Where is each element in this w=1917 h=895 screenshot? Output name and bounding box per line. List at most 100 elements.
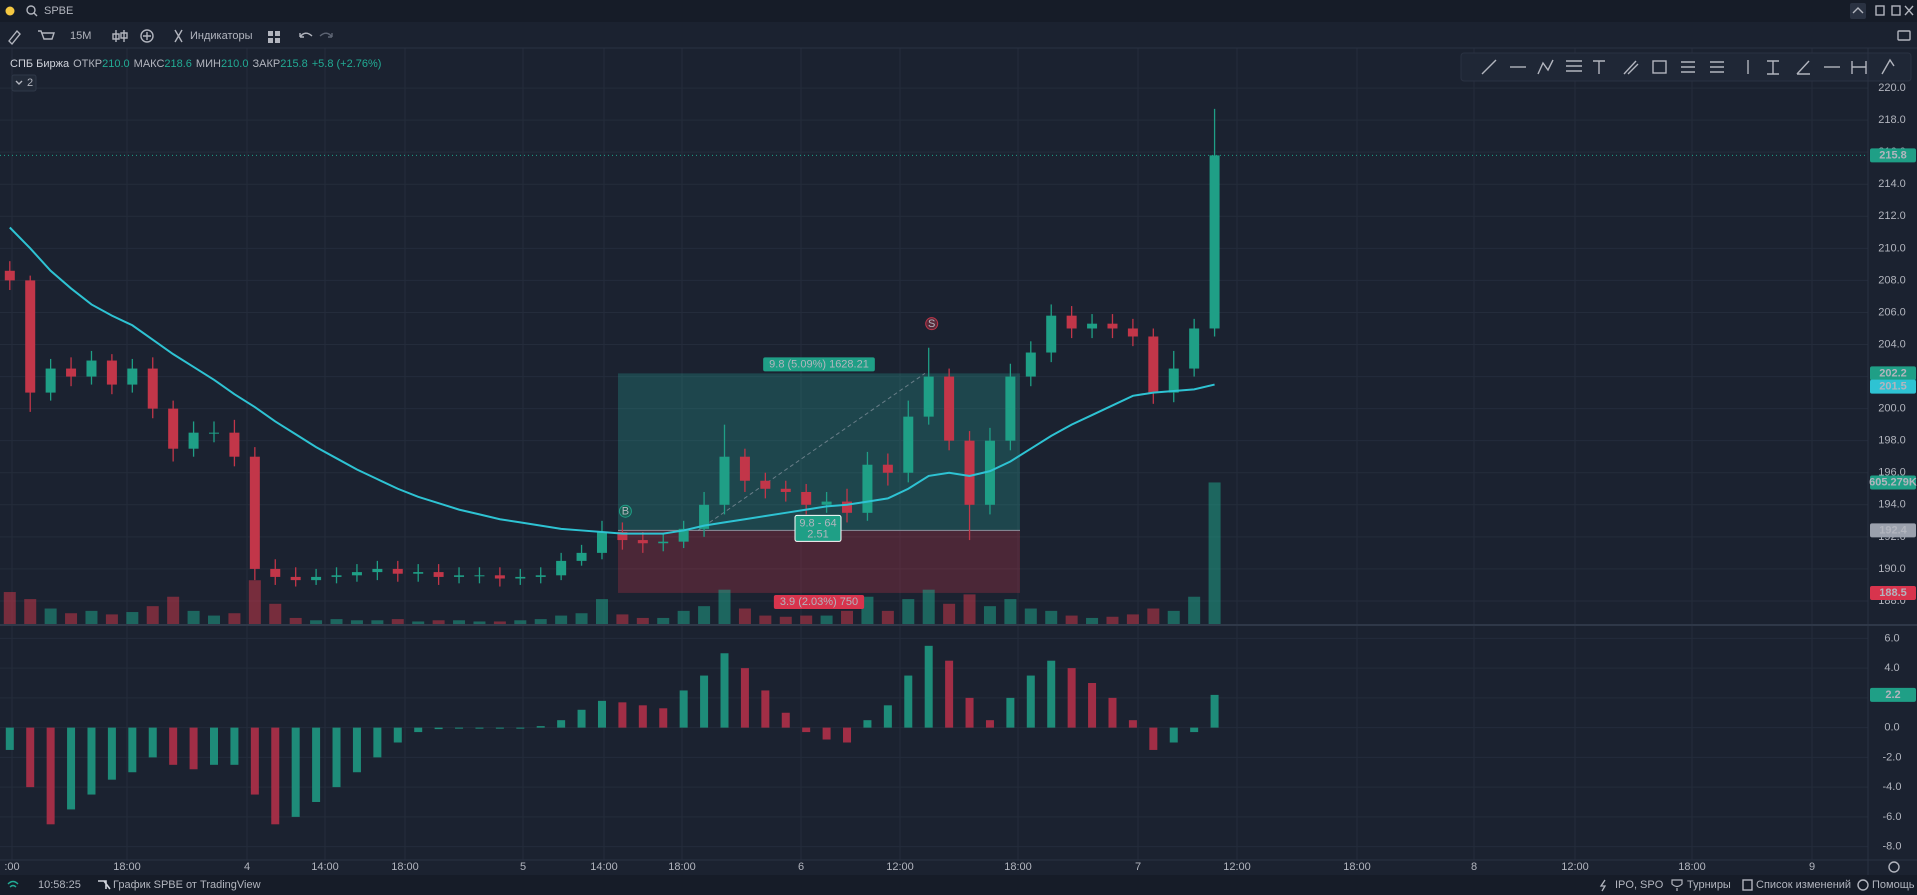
indicator-icon[interactable] [174, 29, 183, 43]
undo-icon[interactable] [299, 32, 313, 38]
candle-body [842, 501, 853, 513]
search-icon-handle [33, 12, 38, 17]
text-tool[interactable] [1593, 60, 1605, 74]
volume-bar [453, 620, 466, 625]
volume-bar [1065, 615, 1078, 625]
oscillator-bar [455, 727, 464, 729]
measure-tool[interactable] [1851, 61, 1867, 74]
oscillator-bar [46, 727, 55, 825]
oscillator-bar [740, 668, 749, 728]
volume-bar [636, 617, 649, 625]
symbol[interactable]: SPBE [44, 5, 73, 17]
channel-tool[interactable] [1623, 60, 1639, 75]
cart-icon[interactable] [38, 30, 55, 40]
y-tick-label: 208.0 [1878, 274, 1906, 286]
candle-body [474, 575, 485, 577]
candle-body [270, 568, 281, 577]
volume-bar [1106, 616, 1119, 625]
trend-line-tool[interactable] [1481, 59, 1497, 75]
y-tick-label: 204.0 [1878, 338, 1906, 350]
volume-bar [902, 599, 915, 625]
indicators-button[interactable]: Индикаторы [190, 30, 253, 42]
rectangle-tool[interactable] [1652, 60, 1667, 74]
low-label: МИН [196, 58, 221, 70]
oscillator-bar [577, 709, 586, 728]
path-tool[interactable] [1537, 59, 1554, 75]
oscillator-bar [1128, 720, 1137, 728]
oscillator-bar [5, 727, 14, 750]
x-tick-label: 12:00 [886, 861, 914, 873]
volume-bar [595, 599, 608, 625]
collapse-icon [1852, 7, 1864, 14]
volume-bar [269, 603, 282, 625]
oscillator-bar [230, 727, 239, 765]
interval[interactable]: 15M [70, 30, 91, 42]
search-icon[interactable] [26, 5, 36, 15]
oscillator-bar [883, 705, 892, 728]
candle-body [760, 480, 771, 489]
candle-body [1189, 328, 1200, 369]
window-icon[interactable] [1875, 5, 1885, 16]
x-tick-label: 18:00 [1343, 861, 1371, 873]
candle-body [127, 368, 138, 385]
snapshot-icon[interactable] [1897, 30, 1911, 41]
popout-icon[interactable] [1891, 5, 1901, 16]
oscillator-bar [781, 712, 790, 728]
high-label: МАКС [134, 58, 165, 70]
oscillator-bar [761, 690, 770, 728]
oscillator-bar [1190, 727, 1199, 733]
long-position-tool[interactable] [1681, 61, 1695, 73]
layout-icon[interactable] [268, 31, 280, 43]
candle-body [984, 440, 995, 505]
exchange: СПБ Биржа [10, 58, 70, 70]
oscillator-bar [148, 727, 157, 758]
oscillator-bar [271, 727, 280, 825]
toolbar [0, 22, 1917, 48]
candle-body [1148, 336, 1159, 393]
tv-logo [98, 880, 111, 890]
price-badge [1870, 148, 1916, 163]
candle-body [739, 456, 750, 481]
oscillator-bar [700, 675, 709, 728]
short-position-tool[interactable] [1710, 61, 1724, 73]
ipo-link[interactable]: IPO, SPO [1615, 879, 1664, 891]
draw-icon[interactable] [8, 29, 21, 46]
connection-icon [7, 880, 19, 888]
moving-average [9, 226, 1215, 535]
fib-tool[interactable] [1566, 60, 1582, 72]
candle-body [964, 440, 975, 505]
oscillator-bar [67, 727, 76, 810]
y-tick-label: 198.0 [1878, 435, 1906, 447]
compare-icon[interactable] [140, 29, 154, 43]
oscillator-bar [802, 727, 811, 733]
volume-bar [473, 621, 486, 625]
oscillator-bar [1108, 697, 1117, 728]
tournaments-link[interactable]: Турниры [1687, 879, 1731, 891]
candle-body [1005, 376, 1016, 441]
volume-bar [861, 596, 874, 625]
oscillator-bar [985, 720, 994, 728]
low-value: 210.0 [221, 58, 249, 70]
volume-bar [575, 613, 588, 625]
chart-credit[interactable]: График SPBE от TradingView [113, 879, 261, 891]
volume-bar [146, 606, 159, 625]
brush-tool[interactable] [1881, 58, 1895, 75]
help-link[interactable]: Помощь [1872, 879, 1915, 891]
angle-tool[interactable] [1796, 60, 1810, 75]
x-tick-label: 14:00 [590, 861, 618, 873]
settings-icon[interactable] [1888, 861, 1900, 873]
date-range-tool[interactable] [1767, 60, 1779, 75]
candle-body [229, 432, 240, 457]
x-tick-label: 18:00 [668, 861, 696, 873]
chart-type-icon[interactable] [112, 30, 128, 42]
candle-body [331, 575, 342, 577]
close-icon[interactable] [1904, 5, 1914, 16]
x-tick-label: 6 [798, 861, 804, 873]
indicator-toggle[interactable] [11, 74, 37, 92]
collapse-button[interactable] [1850, 3, 1866, 19]
price-badge-label: 605.279K [1869, 476, 1917, 488]
candle-body [494, 575, 505, 579]
changes-link[interactable]: Список изменений [1756, 879, 1851, 891]
redo-icon[interactable] [319, 32, 333, 38]
status-dot [5, 6, 15, 16]
